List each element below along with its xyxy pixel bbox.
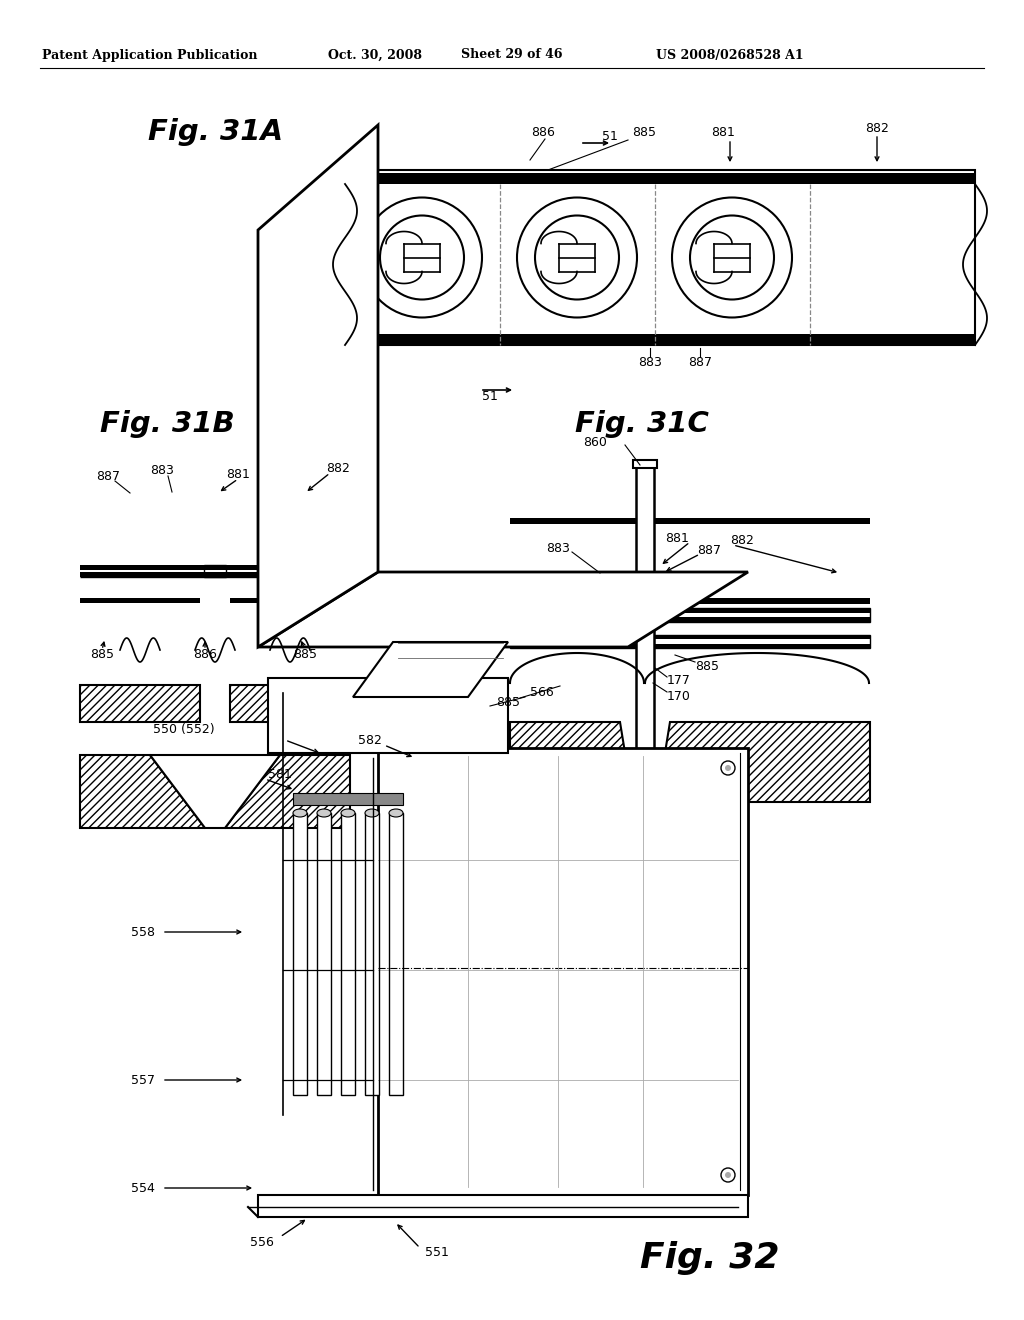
Bar	[510, 517, 870, 524]
Bar	[510, 635, 870, 639]
Bar	[293, 793, 403, 805]
Bar	[80, 598, 200, 603]
Circle shape	[721, 1168, 735, 1181]
Bar	[293, 813, 307, 1096]
Text: 885: 885	[90, 648, 114, 661]
Text: 170: 170	[667, 689, 691, 702]
Text: 881: 881	[226, 467, 250, 480]
Bar	[510, 609, 870, 622]
Text: 557: 557	[131, 1073, 155, 1086]
Text: 51: 51	[482, 389, 498, 403]
Text: 885: 885	[695, 660, 719, 672]
Circle shape	[380, 215, 464, 300]
Bar	[510, 609, 870, 612]
Text: Fig. 32: Fig. 32	[640, 1241, 779, 1275]
Text: 177: 177	[667, 673, 691, 686]
Bar	[345, 334, 975, 345]
Text: 887: 887	[96, 470, 120, 483]
Polygon shape	[258, 572, 748, 647]
Text: Fig. 31C: Fig. 31C	[575, 411, 709, 438]
Text: 881: 881	[711, 127, 735, 140]
Bar	[378, 748, 748, 1195]
Bar	[389, 813, 403, 1096]
Bar	[80, 572, 350, 577]
Text: 883: 883	[638, 355, 662, 368]
Polygon shape	[258, 125, 378, 647]
Circle shape	[672, 198, 792, 318]
Bar	[510, 598, 870, 605]
Text: 886: 886	[194, 648, 217, 661]
Text: 886: 886	[531, 127, 555, 140]
Text: 882: 882	[326, 462, 350, 474]
Bar	[317, 813, 331, 1096]
Bar	[510, 616, 870, 622]
Text: 550 (552): 550 (552)	[154, 723, 215, 737]
Text: Sheet 29 of 46: Sheet 29 of 46	[461, 49, 563, 62]
Text: Patent Application Publication: Patent Application Publication	[42, 49, 258, 62]
Circle shape	[690, 215, 774, 300]
Text: 887: 887	[688, 355, 712, 368]
Bar	[345, 170, 975, 345]
Text: 558: 558	[131, 925, 155, 939]
Ellipse shape	[389, 809, 403, 817]
Bar	[345, 173, 975, 183]
Text: Oct. 30, 2008: Oct. 30, 2008	[328, 49, 422, 62]
Text: 887: 887	[697, 544, 721, 557]
Bar	[365, 813, 379, 1096]
Ellipse shape	[365, 809, 379, 817]
Polygon shape	[353, 642, 508, 697]
Ellipse shape	[341, 809, 355, 817]
Text: 566: 566	[530, 686, 554, 700]
Text: 582: 582	[358, 734, 382, 747]
Text: 882: 882	[730, 533, 754, 546]
Circle shape	[517, 198, 637, 318]
Text: Fig. 31A: Fig. 31A	[148, 117, 283, 147]
Text: 882: 882	[865, 121, 889, 135]
Text: 551: 551	[425, 1246, 449, 1258]
Ellipse shape	[293, 809, 307, 817]
Text: 883: 883	[546, 541, 570, 554]
Bar	[204, 565, 226, 577]
Text: 883: 883	[151, 465, 174, 478]
Bar	[345, 170, 975, 345]
Text: 885: 885	[496, 697, 520, 710]
Bar	[510, 635, 870, 648]
Circle shape	[535, 215, 618, 300]
Text: 860: 860	[583, 436, 607, 449]
Text: Fig. 31B: Fig. 31B	[100, 411, 234, 438]
Circle shape	[721, 762, 735, 775]
Circle shape	[725, 766, 731, 771]
Text: 885: 885	[632, 127, 656, 140]
Bar	[230, 598, 350, 603]
Text: 51: 51	[602, 129, 617, 143]
Text: 556: 556	[250, 1236, 274, 1249]
Text: US 2008/0268528 A1: US 2008/0268528 A1	[656, 49, 804, 62]
Text: 581: 581	[268, 768, 292, 781]
Text: 881: 881	[665, 532, 689, 544]
Bar	[636, 459, 654, 770]
Bar	[633, 459, 657, 469]
Text: 554: 554	[131, 1181, 155, 1195]
Bar	[510, 644, 870, 648]
Circle shape	[725, 1172, 731, 1177]
Bar	[258, 1195, 748, 1217]
Polygon shape	[150, 755, 280, 828]
Text: 885: 885	[293, 648, 317, 661]
Ellipse shape	[317, 809, 331, 817]
Bar	[341, 813, 355, 1096]
Bar	[80, 565, 350, 570]
Bar	[268, 678, 508, 752]
Circle shape	[362, 198, 482, 318]
